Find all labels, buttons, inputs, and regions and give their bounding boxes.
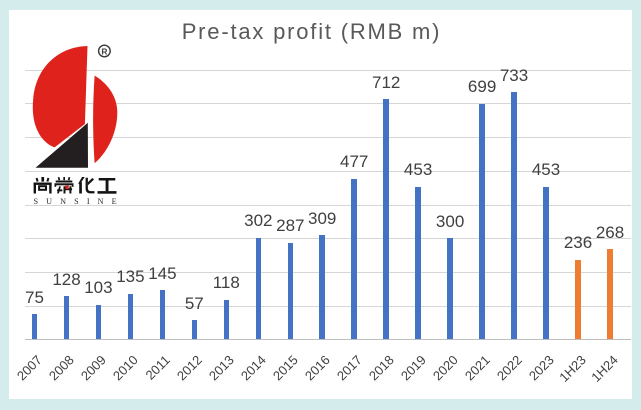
svg-text:R: R [101,46,107,56]
